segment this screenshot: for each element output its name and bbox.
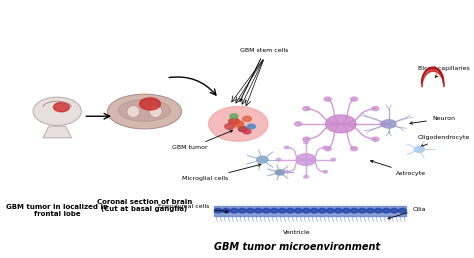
Ellipse shape	[127, 106, 140, 117]
Circle shape	[304, 175, 308, 178]
Circle shape	[303, 107, 310, 111]
Text: Cilia: Cilia	[388, 207, 426, 219]
Circle shape	[284, 146, 289, 149]
Circle shape	[214, 208, 222, 213]
Circle shape	[319, 208, 326, 213]
Text: GBM tumor in localized in
frontal lobe: GBM tumor in localized in frontal lobe	[6, 204, 108, 217]
Circle shape	[351, 97, 357, 101]
Circle shape	[256, 156, 268, 163]
Circle shape	[270, 208, 278, 213]
Circle shape	[294, 208, 302, 213]
Circle shape	[275, 170, 284, 175]
Circle shape	[350, 208, 358, 213]
Circle shape	[238, 126, 247, 132]
Text: Blood capillaries: Blood capillaries	[418, 66, 469, 77]
Circle shape	[33, 97, 82, 125]
Circle shape	[140, 98, 160, 110]
Ellipse shape	[149, 106, 162, 117]
Circle shape	[284, 171, 289, 173]
Text: Astrocyte: Astrocyte	[371, 160, 426, 176]
Circle shape	[209, 107, 268, 141]
Circle shape	[323, 171, 328, 173]
Circle shape	[351, 147, 357, 151]
Circle shape	[310, 208, 318, 213]
Circle shape	[295, 122, 301, 126]
Circle shape	[286, 208, 294, 213]
Circle shape	[327, 208, 334, 213]
Circle shape	[233, 121, 244, 127]
Circle shape	[398, 208, 406, 213]
Circle shape	[228, 118, 239, 124]
Text: Microglial cells: Microglial cells	[182, 164, 261, 181]
Circle shape	[383, 208, 390, 213]
Text: GBM stem cells: GBM stem cells	[240, 49, 289, 101]
Circle shape	[334, 208, 342, 213]
Circle shape	[342, 208, 350, 213]
Text: GBM tumor microenvironment: GBM tumor microenvironment	[214, 241, 380, 252]
Circle shape	[326, 115, 356, 133]
Text: Ependymal cells: Ependymal cells	[158, 204, 228, 213]
Circle shape	[278, 208, 286, 213]
Circle shape	[366, 208, 374, 213]
Circle shape	[246, 208, 254, 213]
Circle shape	[323, 146, 328, 149]
Circle shape	[276, 158, 281, 161]
Circle shape	[382, 120, 396, 128]
Circle shape	[243, 129, 251, 134]
Circle shape	[54, 102, 69, 112]
Circle shape	[225, 124, 234, 129]
Circle shape	[230, 114, 238, 118]
Circle shape	[358, 208, 366, 213]
Circle shape	[247, 124, 255, 129]
Text: GBM tumor: GBM tumor	[173, 130, 233, 150]
Circle shape	[238, 208, 246, 213]
Circle shape	[324, 97, 331, 101]
Circle shape	[414, 147, 424, 152]
Circle shape	[222, 208, 230, 213]
Text: Ventricle: Ventricle	[283, 230, 311, 235]
Circle shape	[243, 116, 251, 121]
Circle shape	[303, 137, 310, 141]
Circle shape	[372, 107, 379, 111]
Circle shape	[324, 147, 331, 151]
Circle shape	[302, 208, 310, 213]
Polygon shape	[43, 126, 72, 138]
Ellipse shape	[118, 100, 171, 121]
Ellipse shape	[108, 94, 182, 129]
Circle shape	[296, 154, 316, 165]
Circle shape	[230, 208, 238, 213]
Circle shape	[374, 208, 382, 213]
Text: Coronal section of brain
(Cut at basal ganglia): Coronal section of brain (Cut at basal g…	[97, 199, 192, 212]
Circle shape	[380, 122, 387, 126]
Circle shape	[331, 158, 336, 161]
Circle shape	[255, 208, 262, 213]
Circle shape	[304, 141, 308, 144]
Circle shape	[263, 208, 270, 213]
Text: Neuron: Neuron	[410, 116, 455, 124]
Circle shape	[372, 137, 379, 141]
Bar	[214, 206, 406, 216]
Circle shape	[391, 208, 398, 213]
Text: Oligodendrocyte: Oligodendrocyte	[417, 135, 470, 147]
